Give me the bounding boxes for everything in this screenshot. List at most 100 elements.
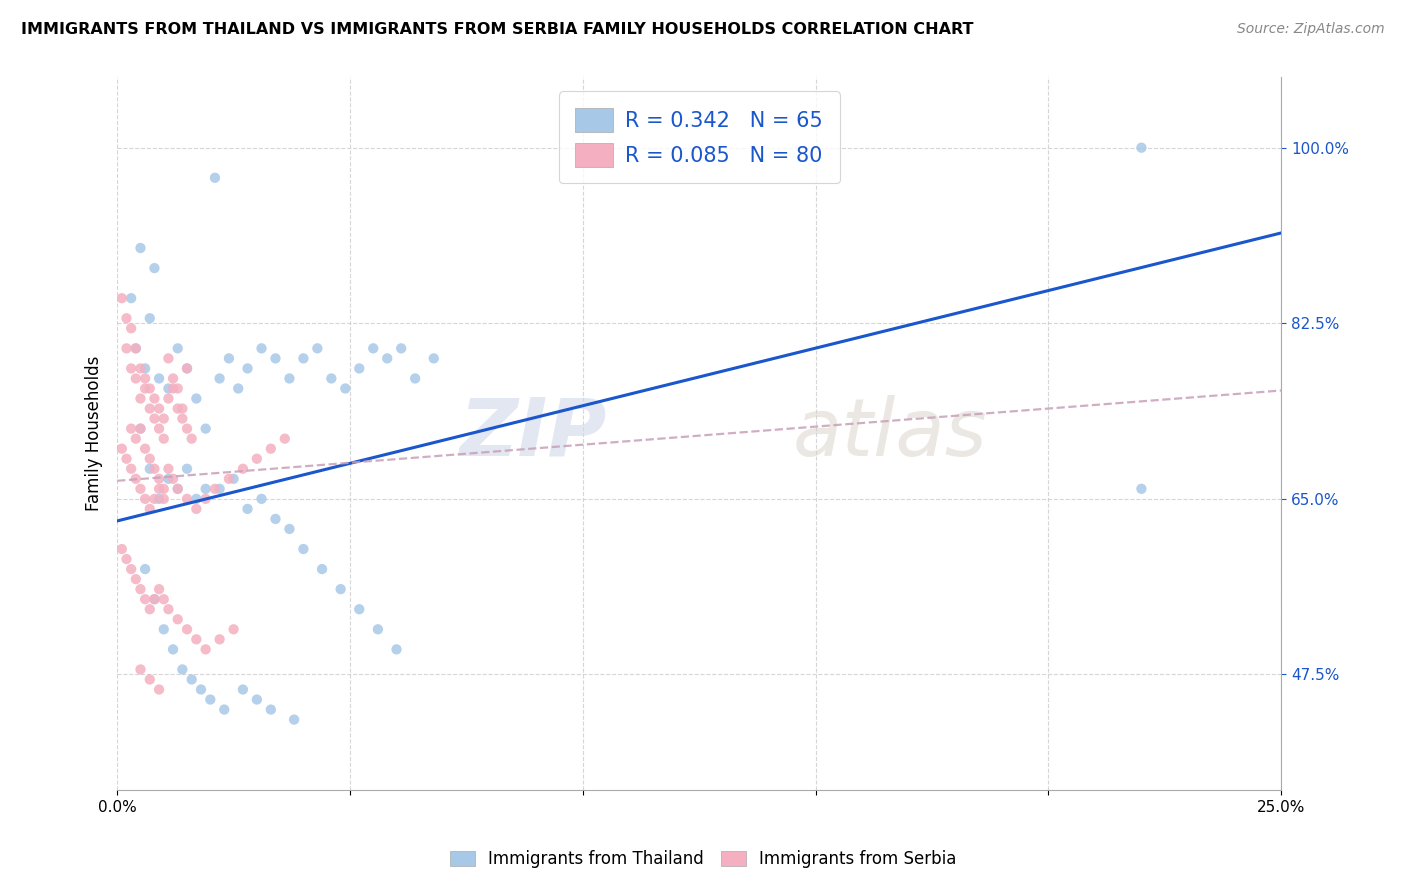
Point (236, 361, 259, 376)
Point (134, 562, 156, 576)
Point (152, 432, 174, 446)
Point (208, 482, 231, 496)
Point (278, 371, 301, 385)
Point (120, 462, 142, 476)
Point (349, 361, 371, 376)
Point (208, 371, 231, 385)
Point (172, 662, 194, 676)
Point (166, 482, 188, 496)
Point (125, 371, 148, 385)
Point (1130, 482, 1153, 496)
Point (120, 422, 142, 436)
Point (125, 342, 148, 356)
Point (389, 342, 412, 356)
Point (115, 451, 138, 466)
Point (120, 321, 142, 335)
Point (111, 291, 134, 305)
Y-axis label: Family Households: Family Households (86, 356, 103, 511)
Point (139, 602, 162, 616)
Point (166, 342, 188, 356)
Point (194, 491, 217, 506)
Point (162, 382, 184, 396)
Point (226, 382, 249, 396)
Point (134, 382, 156, 396)
Point (143, 491, 166, 506)
Point (367, 622, 389, 636)
Point (292, 542, 315, 557)
Point (139, 451, 162, 466)
Point (129, 422, 152, 436)
Point (208, 632, 231, 647)
Point (162, 371, 184, 385)
Point (152, 491, 174, 506)
Point (176, 462, 198, 476)
Point (148, 472, 170, 486)
Point (375, 351, 398, 366)
Point (120, 291, 142, 305)
Point (143, 261, 166, 276)
Point (186, 392, 208, 406)
Point (152, 622, 174, 636)
Point (204, 482, 226, 496)
Point (204, 170, 226, 185)
Point (115, 552, 138, 566)
Point (278, 522, 301, 536)
Point (222, 622, 245, 636)
Point (260, 702, 283, 716)
Point (186, 502, 208, 516)
Point (172, 401, 194, 416)
Text: ZIP: ZIP (458, 394, 606, 473)
Point (157, 472, 180, 486)
Point (157, 602, 180, 616)
Point (311, 562, 333, 576)
Point (148, 401, 170, 416)
Point (134, 592, 156, 607)
Point (139, 502, 162, 516)
Point (274, 432, 297, 446)
Point (307, 342, 329, 356)
Point (186, 632, 208, 647)
Point (111, 442, 134, 456)
Point (152, 592, 174, 607)
Point (129, 422, 152, 436)
Point (157, 392, 180, 406)
Point (264, 512, 287, 526)
Point (349, 602, 371, 616)
Point (129, 241, 152, 255)
Point (329, 582, 352, 596)
Point (218, 472, 240, 486)
Point (218, 351, 240, 366)
Point (129, 582, 152, 596)
Point (166, 401, 188, 416)
Point (139, 382, 162, 396)
Point (166, 382, 188, 396)
Point (236, 502, 259, 516)
Legend: Immigrants from Thailand, Immigrants from Serbia: Immigrants from Thailand, Immigrants fro… (443, 844, 963, 875)
Point (152, 482, 174, 496)
Point (292, 351, 315, 366)
Point (423, 351, 446, 366)
Point (260, 442, 283, 456)
Point (139, 401, 162, 416)
Point (129, 482, 152, 496)
Point (232, 462, 254, 476)
Point (143, 592, 166, 607)
Point (180, 673, 202, 687)
Point (125, 342, 148, 356)
Point (250, 342, 273, 356)
Point (129, 392, 152, 406)
Point (148, 491, 170, 506)
Point (148, 482, 170, 496)
Point (176, 622, 198, 636)
Point (125, 472, 148, 486)
Point (125, 572, 148, 586)
Point (139, 462, 162, 476)
Point (166, 482, 188, 496)
Point (157, 351, 180, 366)
Point (120, 361, 142, 376)
Point (180, 432, 202, 446)
Point (264, 351, 287, 366)
Point (143, 411, 166, 425)
Point (115, 311, 138, 326)
Point (404, 371, 426, 385)
